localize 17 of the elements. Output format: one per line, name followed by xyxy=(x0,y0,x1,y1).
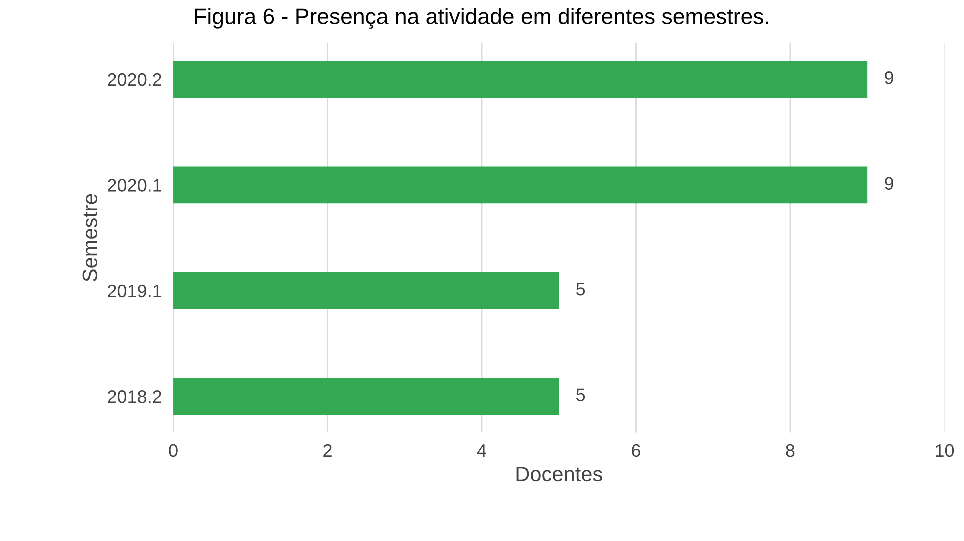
data-label: 5 xyxy=(576,283,586,296)
x-axis-title: Docentes xyxy=(516,467,602,482)
x-tick-label: 8 xyxy=(786,444,795,458)
x-tick-label: 2 xyxy=(324,444,332,457)
data-label: 9 xyxy=(885,72,894,84)
x-tick-label: 0 xyxy=(169,444,178,458)
x-tick-label: 6 xyxy=(632,444,640,458)
y-axis-title: Semestre xyxy=(82,194,98,282)
x-tick-label: 4 xyxy=(477,444,486,457)
y-tick-label: 2020.2 xyxy=(108,73,162,86)
y-tick-label: 2018.2 xyxy=(108,390,162,404)
chart-title: Figura 6 - Presença na atividade em diferentes semestres. xyxy=(195,8,768,29)
data-label: 5 xyxy=(576,388,586,402)
x-tick-label: 10 xyxy=(936,444,954,458)
y-tick-label: 2019.1 xyxy=(108,284,162,298)
data-label: 9 xyxy=(885,177,894,190)
y-tick-label: 2020.1 xyxy=(108,179,162,192)
